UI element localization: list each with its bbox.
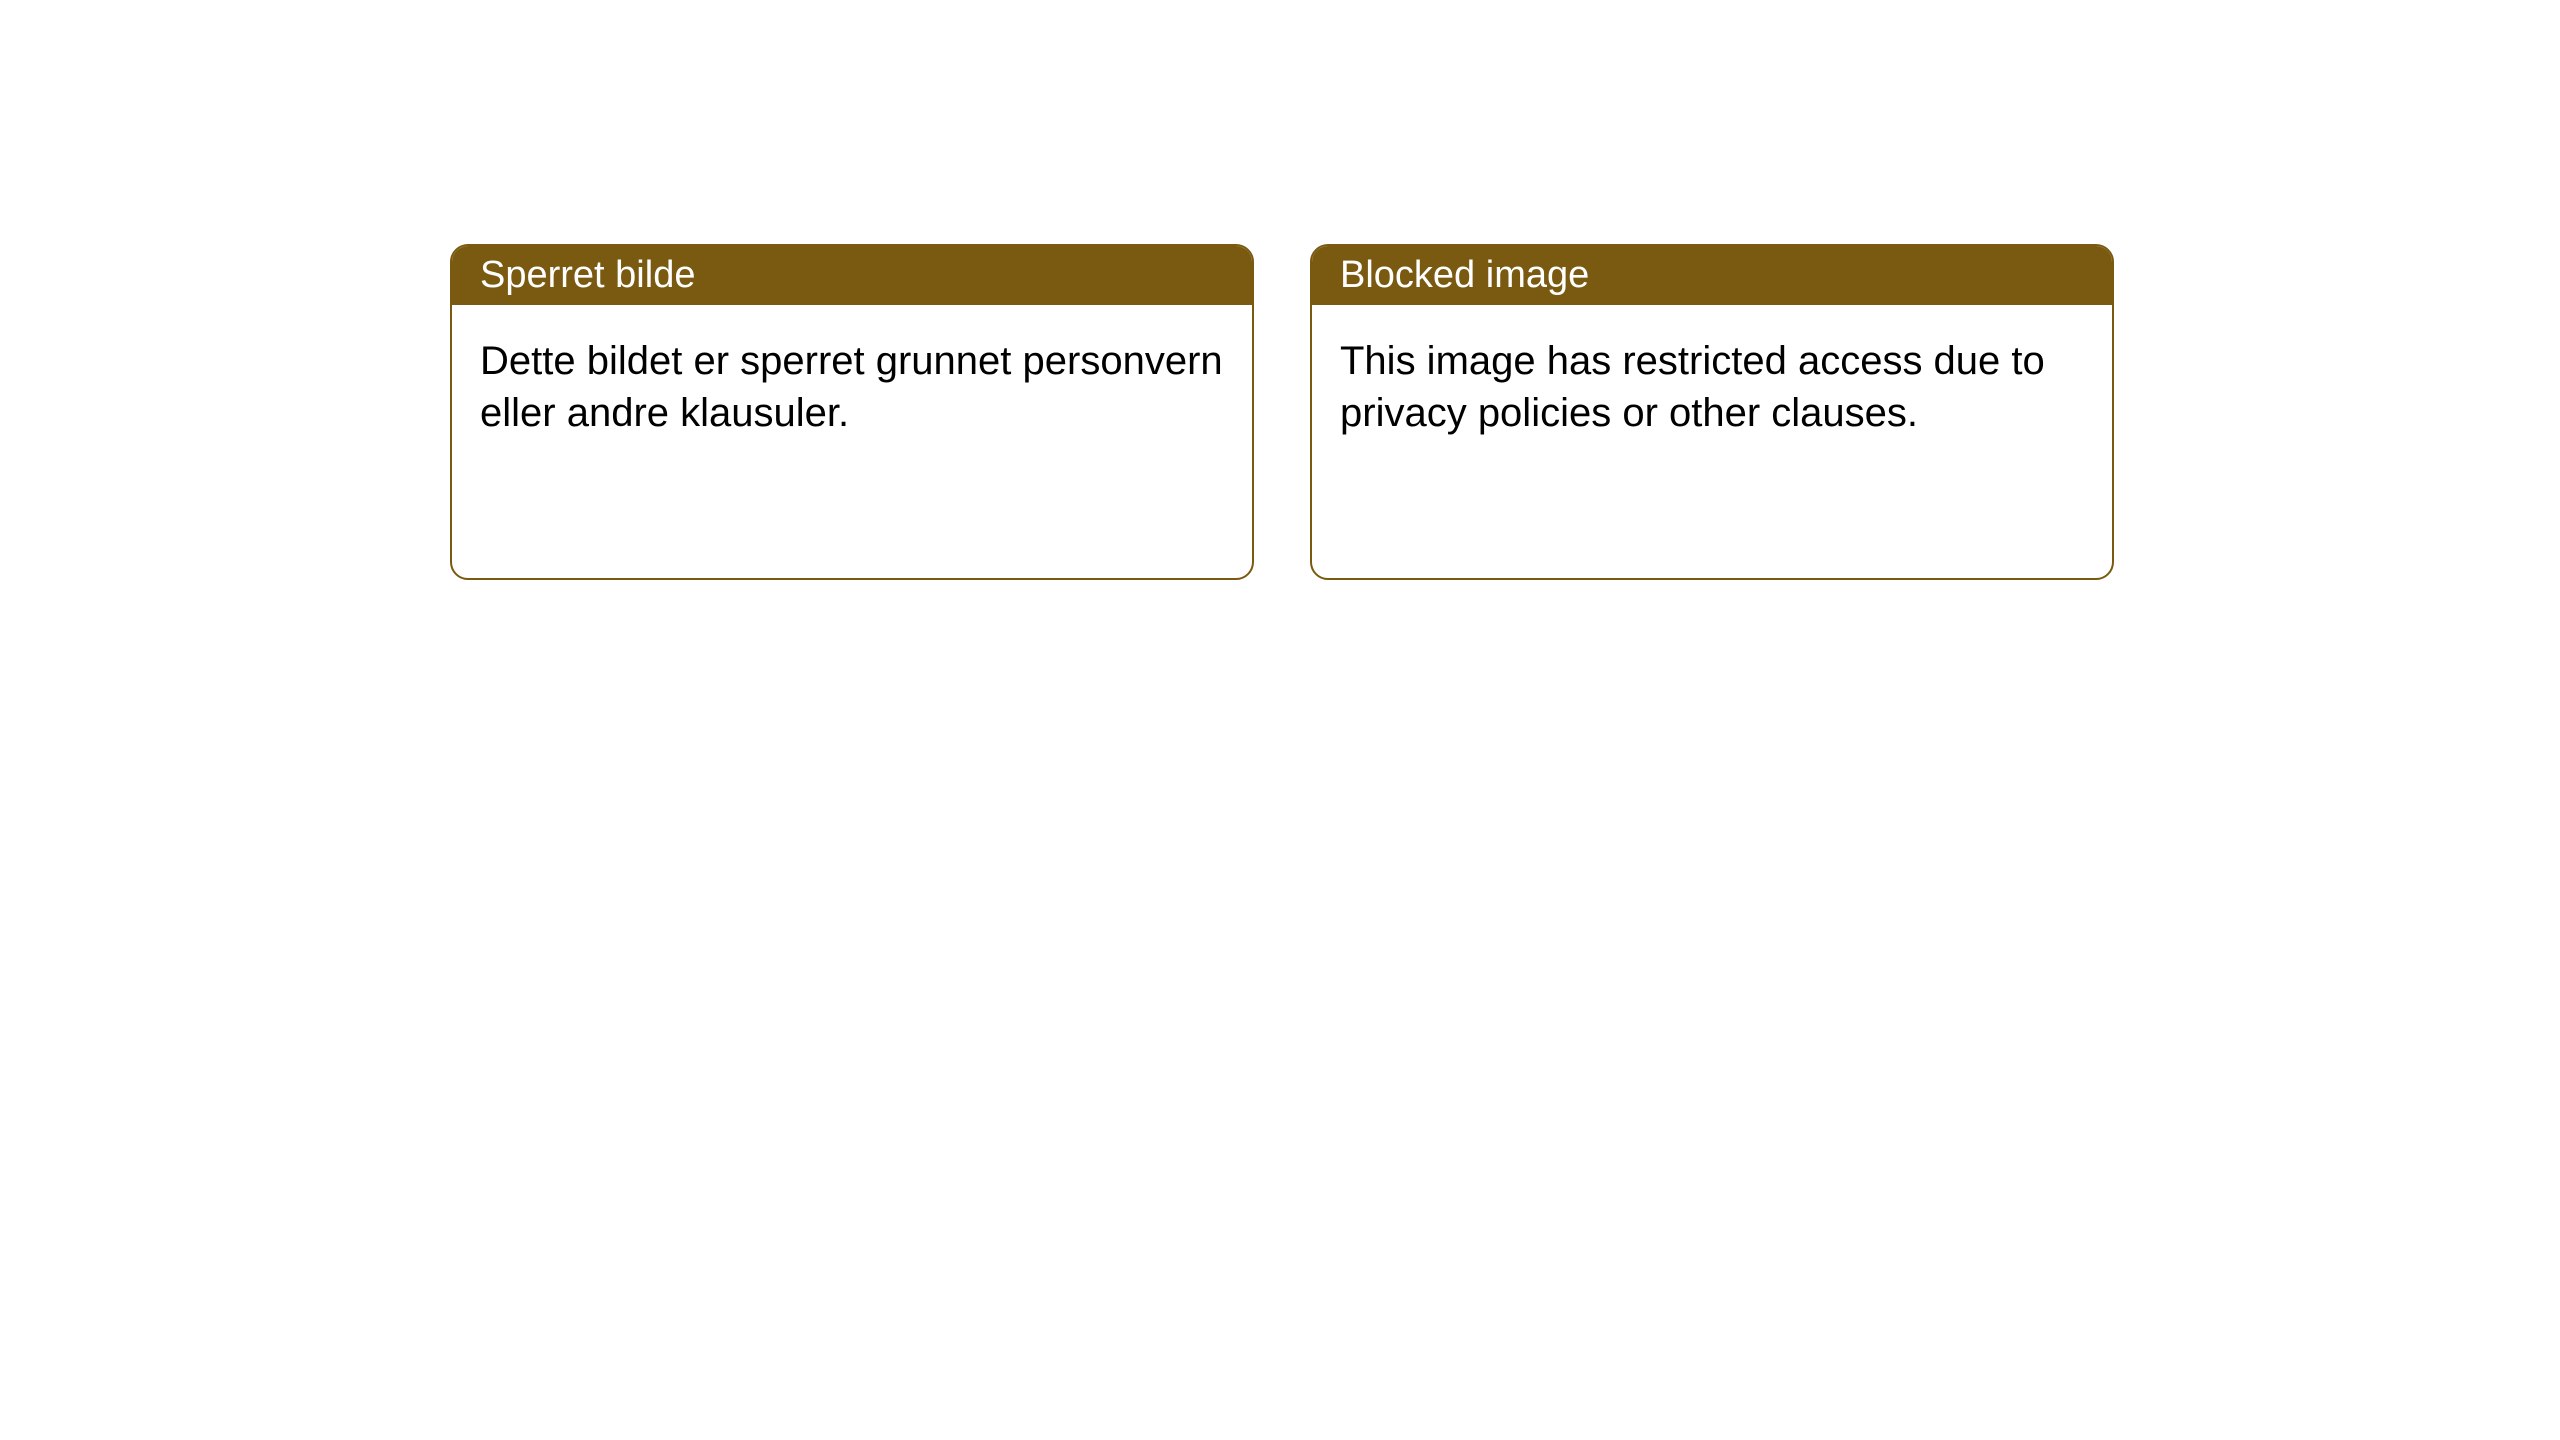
- notice-title: Blocked image: [1340, 254, 1589, 296]
- notice-card-norwegian: Sperret bilde Dette bildet er sperret gr…: [450, 244, 1254, 580]
- notice-body: Dette bildet er sperret grunnet personve…: [452, 305, 1252, 469]
- notice-message: This image has restricted access due to …: [1340, 339, 2045, 435]
- notice-header: Sperret bilde: [452, 246, 1252, 305]
- notice-card-english: Blocked image This image has restricted …: [1310, 244, 2114, 580]
- notice-body: This image has restricted access due to …: [1312, 305, 2112, 469]
- notice-message: Dette bildet er sperret grunnet personve…: [480, 339, 1223, 435]
- notice-title: Sperret bilde: [480, 254, 695, 296]
- notice-container: Sperret bilde Dette bildet er sperret gr…: [0, 0, 2560, 580]
- notice-header: Blocked image: [1312, 246, 2112, 305]
